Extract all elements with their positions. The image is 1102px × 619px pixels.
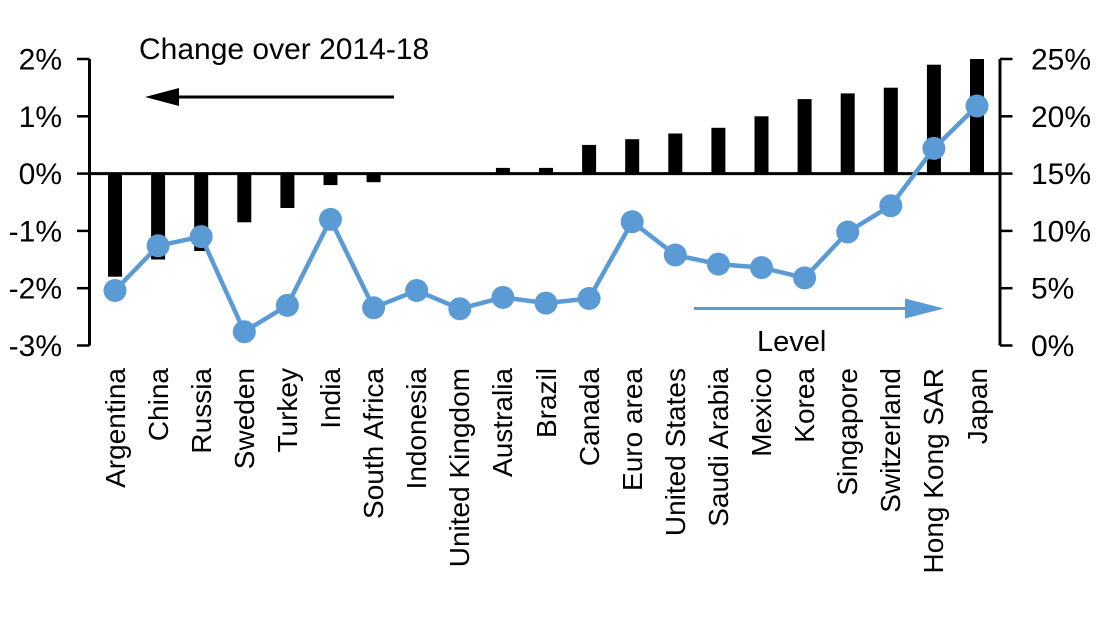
category-label-korea: Korea <box>789 368 821 443</box>
level-dot-japan <box>965 94 989 118</box>
bar-argentina <box>108 173 122 277</box>
category-label-mexico: Mexico <box>746 368 777 457</box>
category-label-canada: Canada <box>573 368 605 467</box>
category-label-turkey: Turkey <box>271 368 303 453</box>
bar-korea <box>797 99 812 174</box>
level-dot-argentina <box>103 279 127 302</box>
category-label-argentina: Argentina <box>99 368 131 488</box>
level-dot-canada <box>577 287 601 310</box>
level-dot-euro-area <box>620 210 644 234</box>
left-axis-tick-label: -1% <box>9 215 62 248</box>
category-label-hong-kong-sar: Hong Kong SAR <box>918 368 950 574</box>
category-label-euro-area: Euro area <box>616 368 648 491</box>
category-label-sweden: Sweden <box>228 368 260 470</box>
category-label-united-kingdom: United Kingdom <box>444 368 476 568</box>
bar-australia <box>495 167 510 174</box>
bar-switzerland <box>883 87 898 174</box>
category-label-switzerland: Switzerland <box>875 368 907 513</box>
level-dot-indonesia <box>405 279 429 302</box>
category-label-united-states: United States <box>659 368 691 537</box>
left-axis-tick-label: 2% <box>19 44 62 77</box>
category-label-china: China <box>142 368 174 442</box>
level-dot-south-africa <box>362 296 386 320</box>
bar-canada <box>582 144 597 174</box>
bar-united-states <box>668 133 683 174</box>
level-dot-sweden <box>232 320 256 344</box>
right-axis-tick-label: 5% <box>1031 273 1074 306</box>
bar-south-africa <box>366 173 381 183</box>
category-label-indonesia: Indonesia <box>401 368 433 490</box>
bar-turkey <box>280 173 295 208</box>
level-dot-singapore <box>836 220 860 244</box>
right-axis-tick-label: 15% <box>1031 158 1091 191</box>
category-label-russia: Russia <box>185 368 217 454</box>
level-dot-saudi-arabia <box>706 252 730 276</box>
bar-euro-area <box>625 139 640 174</box>
level-series-label: Level <box>757 326 827 358</box>
category-label-saudi-arabia: Saudi Arabia <box>702 368 734 527</box>
category-label-south-africa: South Africa <box>358 368 390 519</box>
level-dot-korea <box>793 266 817 290</box>
level-dot-turkey <box>275 293 299 317</box>
level-dot-united-kingdom <box>448 297 472 321</box>
level-dot-india <box>319 207 342 231</box>
bar-singapore <box>840 93 855 174</box>
bar-india <box>323 173 338 186</box>
category-label-brazil: Brazil <box>530 368 562 439</box>
level-dot-hong-kong-sar <box>922 136 946 160</box>
left-axis-tick-label: 1% <box>19 101 62 134</box>
right-axis-tick-label: 20% <box>1031 101 1091 134</box>
category-label-singapore: Singapore <box>832 368 864 496</box>
bar-mexico <box>754 116 769 174</box>
level-arrow-right-icon <box>905 298 944 319</box>
level-dot-mexico <box>750 256 773 280</box>
change-series-label: Change over 2014-18 <box>139 33 430 66</box>
level-dot-russia <box>189 225 213 249</box>
bar-sweden <box>237 173 252 223</box>
bar-saudi-arabia <box>711 127 726 174</box>
left-axis-tick-label: -3% <box>9 330 62 363</box>
level-dot-united-states <box>663 243 687 267</box>
right-axis-tick-label: 25% <box>1031 44 1091 77</box>
level-dot-china <box>146 234 170 258</box>
level-dot-brazil <box>534 291 558 315</box>
level-dot-switzerland <box>879 194 903 218</box>
level-dot-australia <box>491 285 515 309</box>
right-axis-tick-label: 0% <box>1031 330 1074 363</box>
left-axis-tick-label: -2% <box>9 273 62 306</box>
category-label-japan: Japan <box>961 368 993 445</box>
left-axis-tick-label: 0% <box>19 158 62 191</box>
right-axis-tick-label: 10% <box>1031 215 1091 248</box>
change-arrow-left-icon <box>145 88 179 106</box>
category-label-australia: Australia <box>487 368 519 477</box>
category-label-india: India <box>315 368 346 429</box>
bar-brazil <box>539 167 553 174</box>
